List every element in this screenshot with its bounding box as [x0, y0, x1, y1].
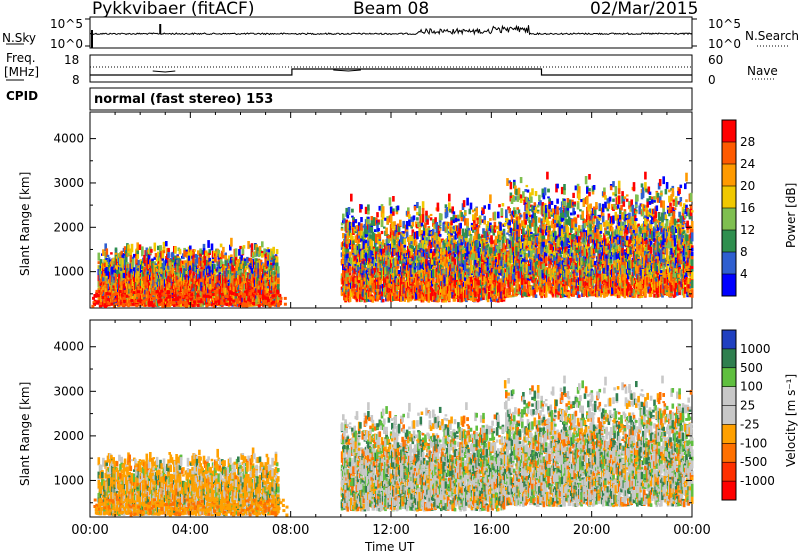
echo-cell: [127, 253, 130, 256]
echo-cell: [140, 259, 143, 261]
echo-cell: [141, 247, 144, 255]
echo-cell: [107, 255, 110, 257]
noise-frame: [90, 17, 692, 48]
freq-glitch-2: [333, 70, 361, 71]
echo-cell: [110, 252, 113, 254]
radar-plot: 1000200030004000 1000200030004000 282420…: [0, 0, 800, 554]
freq-trace: [90, 69, 692, 75]
echo-cell: [106, 267, 109, 276]
echo-cell: [127, 249, 130, 251]
echo-cell: [165, 241, 168, 246]
echo-cell: [142, 263, 145, 266]
echo-cell: [136, 242, 139, 250]
freq-glitch-1: [153, 71, 176, 72]
echo-cell: [139, 244, 142, 250]
power-panel: 1000200030004000: [53, 112, 693, 308]
frequency-panel: [6, 55, 775, 110]
noise-trace: [90, 25, 692, 34]
echo-cell: [102, 249, 105, 256]
echo-cell: [115, 248, 118, 252]
noise-panel: [6, 17, 790, 48]
echo-cell: [132, 259, 135, 268]
echo-cell: [163, 247, 166, 250]
echo-cell: [154, 243, 157, 252]
echo-cell: [136, 254, 139, 259]
echo-cell: [138, 260, 141, 266]
echo-cell: [102, 277, 105, 281]
cpid-frame: [90, 88, 692, 110]
echo-cell: [151, 259, 154, 262]
echo-cell: [174, 247, 177, 254]
echo-cell: [167, 248, 170, 252]
echo-cell: [155, 253, 158, 258]
echo-cell: [98, 253, 101, 261]
echo-cell: [150, 249, 153, 253]
echo-cell: [131, 244, 134, 253]
echo-cell: [98, 261, 101, 264]
